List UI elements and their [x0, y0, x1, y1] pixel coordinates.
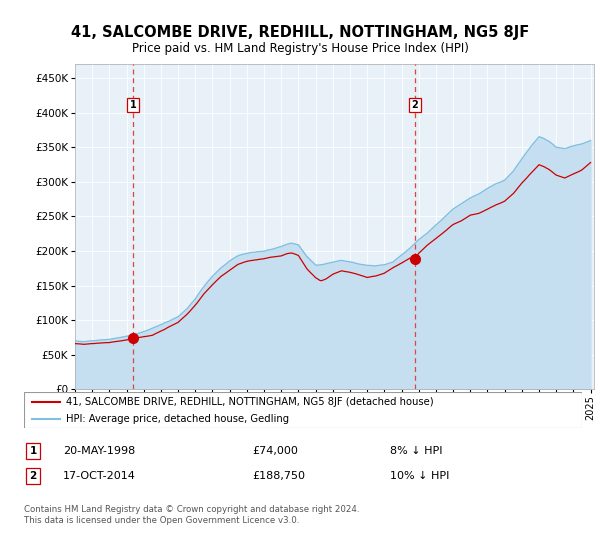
Text: 1: 1 [130, 100, 136, 110]
FancyBboxPatch shape [24, 392, 582, 428]
Text: 41, SALCOMBE DRIVE, REDHILL, NOTTINGHAM, NG5 8JF (detached house): 41, SALCOMBE DRIVE, REDHILL, NOTTINGHAM,… [66, 397, 433, 407]
Text: 41, SALCOMBE DRIVE, REDHILL, NOTTINGHAM, NG5 8JF: 41, SALCOMBE DRIVE, REDHILL, NOTTINGHAM,… [71, 25, 529, 40]
Text: 8% ↓ HPI: 8% ↓ HPI [390, 446, 443, 456]
Text: £188,750: £188,750 [252, 471, 305, 481]
Text: 2: 2 [412, 100, 418, 110]
Text: HPI: Average price, detached house, Gedling: HPI: Average price, detached house, Gedl… [66, 414, 289, 423]
Text: 1: 1 [29, 446, 37, 456]
Text: Contains HM Land Registry data © Crown copyright and database right 2024.
This d: Contains HM Land Registry data © Crown c… [24, 505, 359, 525]
Text: 10% ↓ HPI: 10% ↓ HPI [390, 471, 449, 481]
Text: 20-MAY-1998: 20-MAY-1998 [63, 446, 135, 456]
Text: Price paid vs. HM Land Registry's House Price Index (HPI): Price paid vs. HM Land Registry's House … [131, 42, 469, 55]
Text: £74,000: £74,000 [252, 446, 298, 456]
Text: 2: 2 [29, 471, 37, 481]
Text: 17-OCT-2014: 17-OCT-2014 [63, 471, 136, 481]
